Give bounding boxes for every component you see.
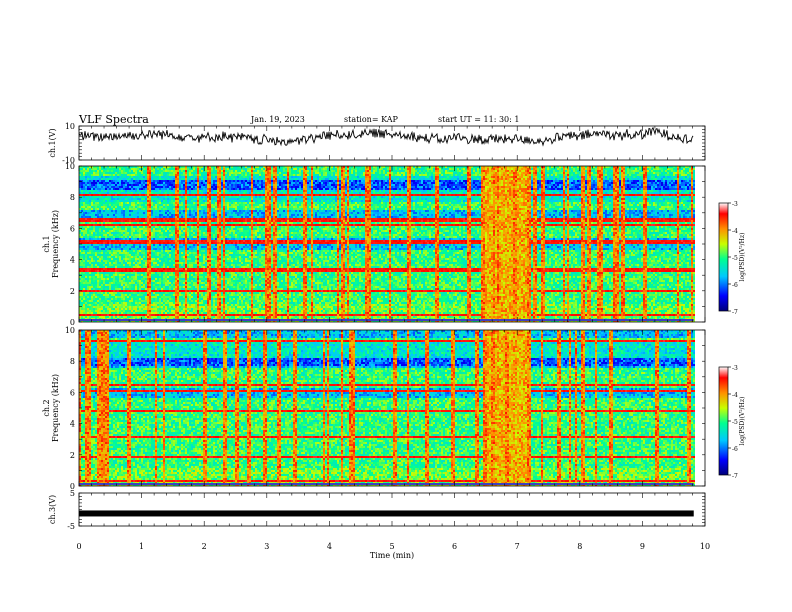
spectrogram-baseline [79,483,694,485]
ytick-label: 5 [70,489,75,498]
xtick-label: 8 [577,542,582,551]
ytick-label: 2 [70,451,75,460]
colorbar-tick-label: -4 [732,228,738,235]
colorbar-tick-label: -6 [732,446,738,453]
colorbar-tick-label: -4 [732,392,738,399]
panel-frame [79,126,705,160]
colorbar [719,203,728,311]
colorbar-label: log(PSD)(V²/Hz) [739,233,746,282]
colorbar [719,367,728,475]
colorbar-tick-label: -3 [732,201,738,208]
ch1-trace [79,128,693,146]
yaxis-label: ch.1(V) [48,128,57,157]
yaxis-label: ch.1 [42,235,51,252]
xtick-label: 7 [515,542,520,551]
colorbar-tick-label: -6 [732,282,738,289]
yaxis-label: Frequency (kHz) [51,210,60,278]
xtick-label: 5 [389,542,394,551]
colorbar-tick-label: -5 [732,255,738,262]
ytick-label: 4 [70,256,75,265]
spectrogram-layer [79,166,695,486]
ch3-trace [79,510,694,516]
xaxis-label: Time (min) [370,551,414,560]
ytick-label: 4 [70,420,75,429]
yaxis-label: Frequency (kHz) [51,374,60,442]
xtick-label: 3 [264,542,269,551]
yaxis-label: ch.2 [42,399,51,416]
ytick-label: 6 [70,388,75,397]
xtick-label: 10 [700,542,710,551]
xtick-label: 6 [452,542,457,551]
spectrogram-baseline [79,319,694,321]
xtick-label: 0 [76,542,81,551]
ytick-label: 8 [70,357,75,366]
colorbar-tick-label: -3 [732,365,738,372]
yaxis-label: ch.3(V) [48,495,57,524]
ytick-label: 8 [70,193,75,202]
colorbar-label: log(PSD)(V²/Hz) [739,397,746,446]
ytick-label: 10 [65,326,75,335]
colorbar-tick-label: -5 [732,419,738,426]
xtick-label: 2 [202,542,207,551]
ytick-label: -5 [67,522,75,531]
ytick-label: 6 [70,224,75,233]
xtick-label: 9 [640,542,645,551]
xtick-label: 4 [327,542,332,551]
ytick-label: 10 [65,122,75,131]
colorbar-tick-label: -7 [732,309,738,316]
ytick-label: -10 [62,156,75,165]
xtick-label: 1 [139,542,144,551]
ytick-label: 2 [70,287,75,296]
colorbar-tick-label: -7 [732,473,738,480]
